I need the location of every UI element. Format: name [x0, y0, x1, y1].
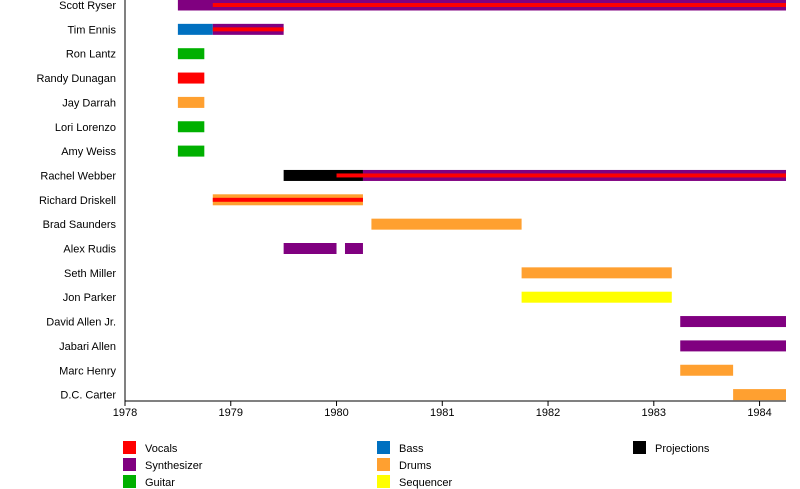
x-tick-label: 1978	[113, 407, 137, 419]
x-tick-label: 1981	[430, 407, 454, 419]
bar-drums	[680, 364, 734, 376]
bar-drums	[521, 267, 672, 279]
legend-label: Sequencer	[399, 477, 453, 489]
bar-bass	[177, 23, 213, 35]
member-label: D.C. Carter	[60, 390, 116, 402]
member-label: Jabari Allen	[59, 341, 116, 353]
bar-vocals	[177, 72, 205, 84]
x-tick-label: 1982	[536, 407, 560, 419]
membership-bars	[177, 0, 786, 401]
x-tick-label: 1979	[219, 407, 243, 419]
member-label: Tim Ennis	[68, 24, 117, 36]
bar-sequencer	[521, 291, 672, 303]
member-label: Ron Lantz	[66, 49, 116, 61]
bar-synthesizer	[283, 243, 337, 254]
legend-swatch	[377, 441, 390, 454]
bar-synthesizer	[680, 340, 786, 352]
x-tick-label: 1980	[324, 407, 348, 419]
legend-swatch	[123, 475, 136, 488]
legend-swatch	[377, 458, 390, 471]
axes	[124, 0, 786, 402]
legend-label: Synthesizer	[145, 460, 203, 472]
bar-drums	[177, 96, 205, 108]
member-label: Scott Ryser	[59, 0, 116, 12]
legend-swatch	[377, 475, 390, 488]
legend-swatch	[123, 441, 136, 454]
member-labels: Scott Ryser Tim Ennis Ron Lantz Randy Dunag…	[36, 0, 116, 402]
bar-guitar	[177, 48, 205, 60]
legend-swatch	[633, 441, 646, 454]
member-label: Lori Lorenzo	[55, 122, 116, 134]
legend-label: Guitar	[145, 477, 175, 489]
vocals-overlay-bar	[336, 173, 786, 178]
member-label: Amy Weiss	[61, 146, 116, 158]
member-label: Alex Rudis	[63, 244, 116, 256]
vocals-overlay-bar	[212, 27, 284, 32]
bar-synthesizer	[344, 243, 363, 254]
member-label: Jay Darrah	[62, 97, 116, 109]
legend: Vocals Synthesizer Guitar Bass Drums Sequence…	[123, 441, 710, 489]
member-label: Jon Parker	[63, 292, 117, 304]
bar-synthesizer	[680, 316, 786, 328]
legend-label: Drums	[399, 460, 432, 472]
bar-guitar	[177, 145, 205, 157]
bar-drums	[371, 218, 522, 230]
member-label: Richard Driskell	[39, 195, 116, 207]
member-label: Brad Saunders	[43, 219, 117, 231]
bar-drums	[733, 389, 786, 401]
member-label: Marc Henry	[59, 365, 116, 377]
vocals-overlay-bar	[212, 197, 363, 202]
bar-guitar	[177, 121, 205, 133]
legend-label: Vocals	[145, 443, 178, 455]
x-tick-label: 1983	[642, 407, 666, 419]
legend-label: Projections	[655, 443, 710, 455]
member-label: Rachel Webber	[40, 170, 116, 182]
legend-swatch	[123, 458, 136, 471]
x-axis-ticks: 1978 1979 1980 1981 1982 1983 1984	[113, 401, 772, 419]
x-tick-label: 1984	[747, 407, 771, 419]
legend-label: Bass	[399, 443, 424, 455]
member-label: David Allen Jr.	[46, 317, 116, 329]
vocals-overlay-bar	[212, 3, 786, 7]
member-label: Seth Miller	[64, 268, 116, 280]
bar-projections	[283, 169, 363, 181]
member-label: Randy Dunagan	[36, 73, 116, 85]
